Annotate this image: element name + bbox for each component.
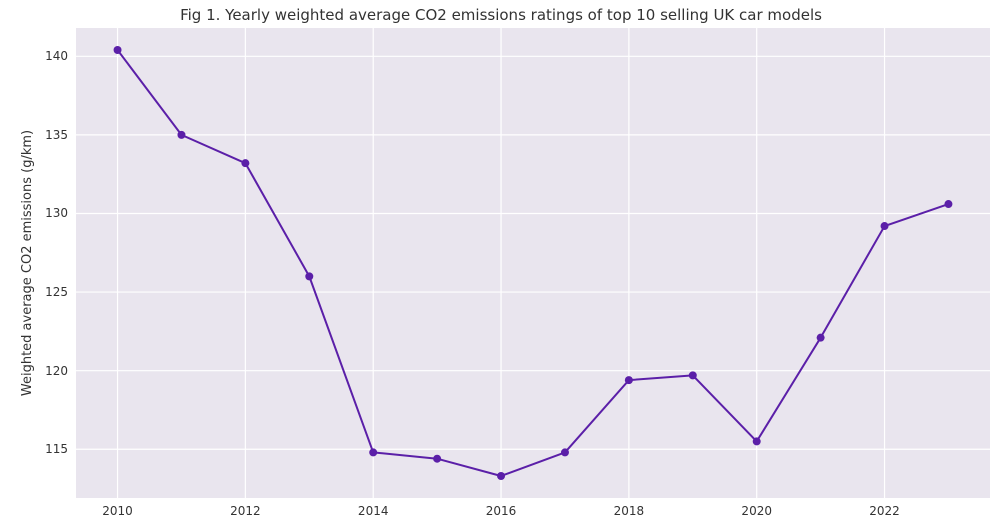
chart-svg bbox=[76, 28, 990, 498]
data-marker bbox=[689, 371, 697, 379]
x-tick-label: 2010 bbox=[102, 498, 133, 518]
x-tick-label: 2022 bbox=[869, 498, 900, 518]
plot-area: 1151201251301351402010201220142016201820… bbox=[76, 28, 990, 498]
chart-title: Fig 1. Yearly weighted average CO2 emiss… bbox=[0, 6, 1002, 24]
y-axis-label: Weighted average CO2 emissions (g/km) bbox=[20, 28, 35, 498]
y-tick-label: 125 bbox=[45, 285, 76, 299]
data-marker bbox=[433, 455, 441, 463]
data-marker bbox=[881, 222, 889, 230]
data-marker bbox=[561, 448, 569, 456]
x-tick-label: 2020 bbox=[741, 498, 772, 518]
x-tick-label: 2018 bbox=[614, 498, 645, 518]
data-marker bbox=[817, 334, 825, 342]
y-tick-label: 130 bbox=[45, 206, 76, 220]
x-tick-label: 2012 bbox=[230, 498, 261, 518]
data-marker bbox=[369, 448, 377, 456]
data-marker bbox=[241, 159, 249, 167]
data-marker bbox=[944, 200, 952, 208]
data-marker bbox=[114, 46, 122, 54]
data-marker bbox=[625, 376, 633, 384]
data-marker bbox=[305, 272, 313, 280]
figure: Fig 1. Yearly weighted average CO2 emiss… bbox=[0, 0, 1002, 526]
y-tick-label: 135 bbox=[45, 128, 76, 142]
x-tick-label: 2014 bbox=[358, 498, 389, 518]
plot-background bbox=[76, 28, 990, 498]
data-marker bbox=[497, 472, 505, 480]
data-marker bbox=[177, 131, 185, 139]
y-tick-label: 140 bbox=[45, 49, 76, 63]
x-tick-label: 2016 bbox=[486, 498, 517, 518]
data-marker bbox=[753, 437, 761, 445]
y-tick-label: 120 bbox=[45, 364, 76, 378]
y-tick-label: 115 bbox=[45, 442, 76, 456]
